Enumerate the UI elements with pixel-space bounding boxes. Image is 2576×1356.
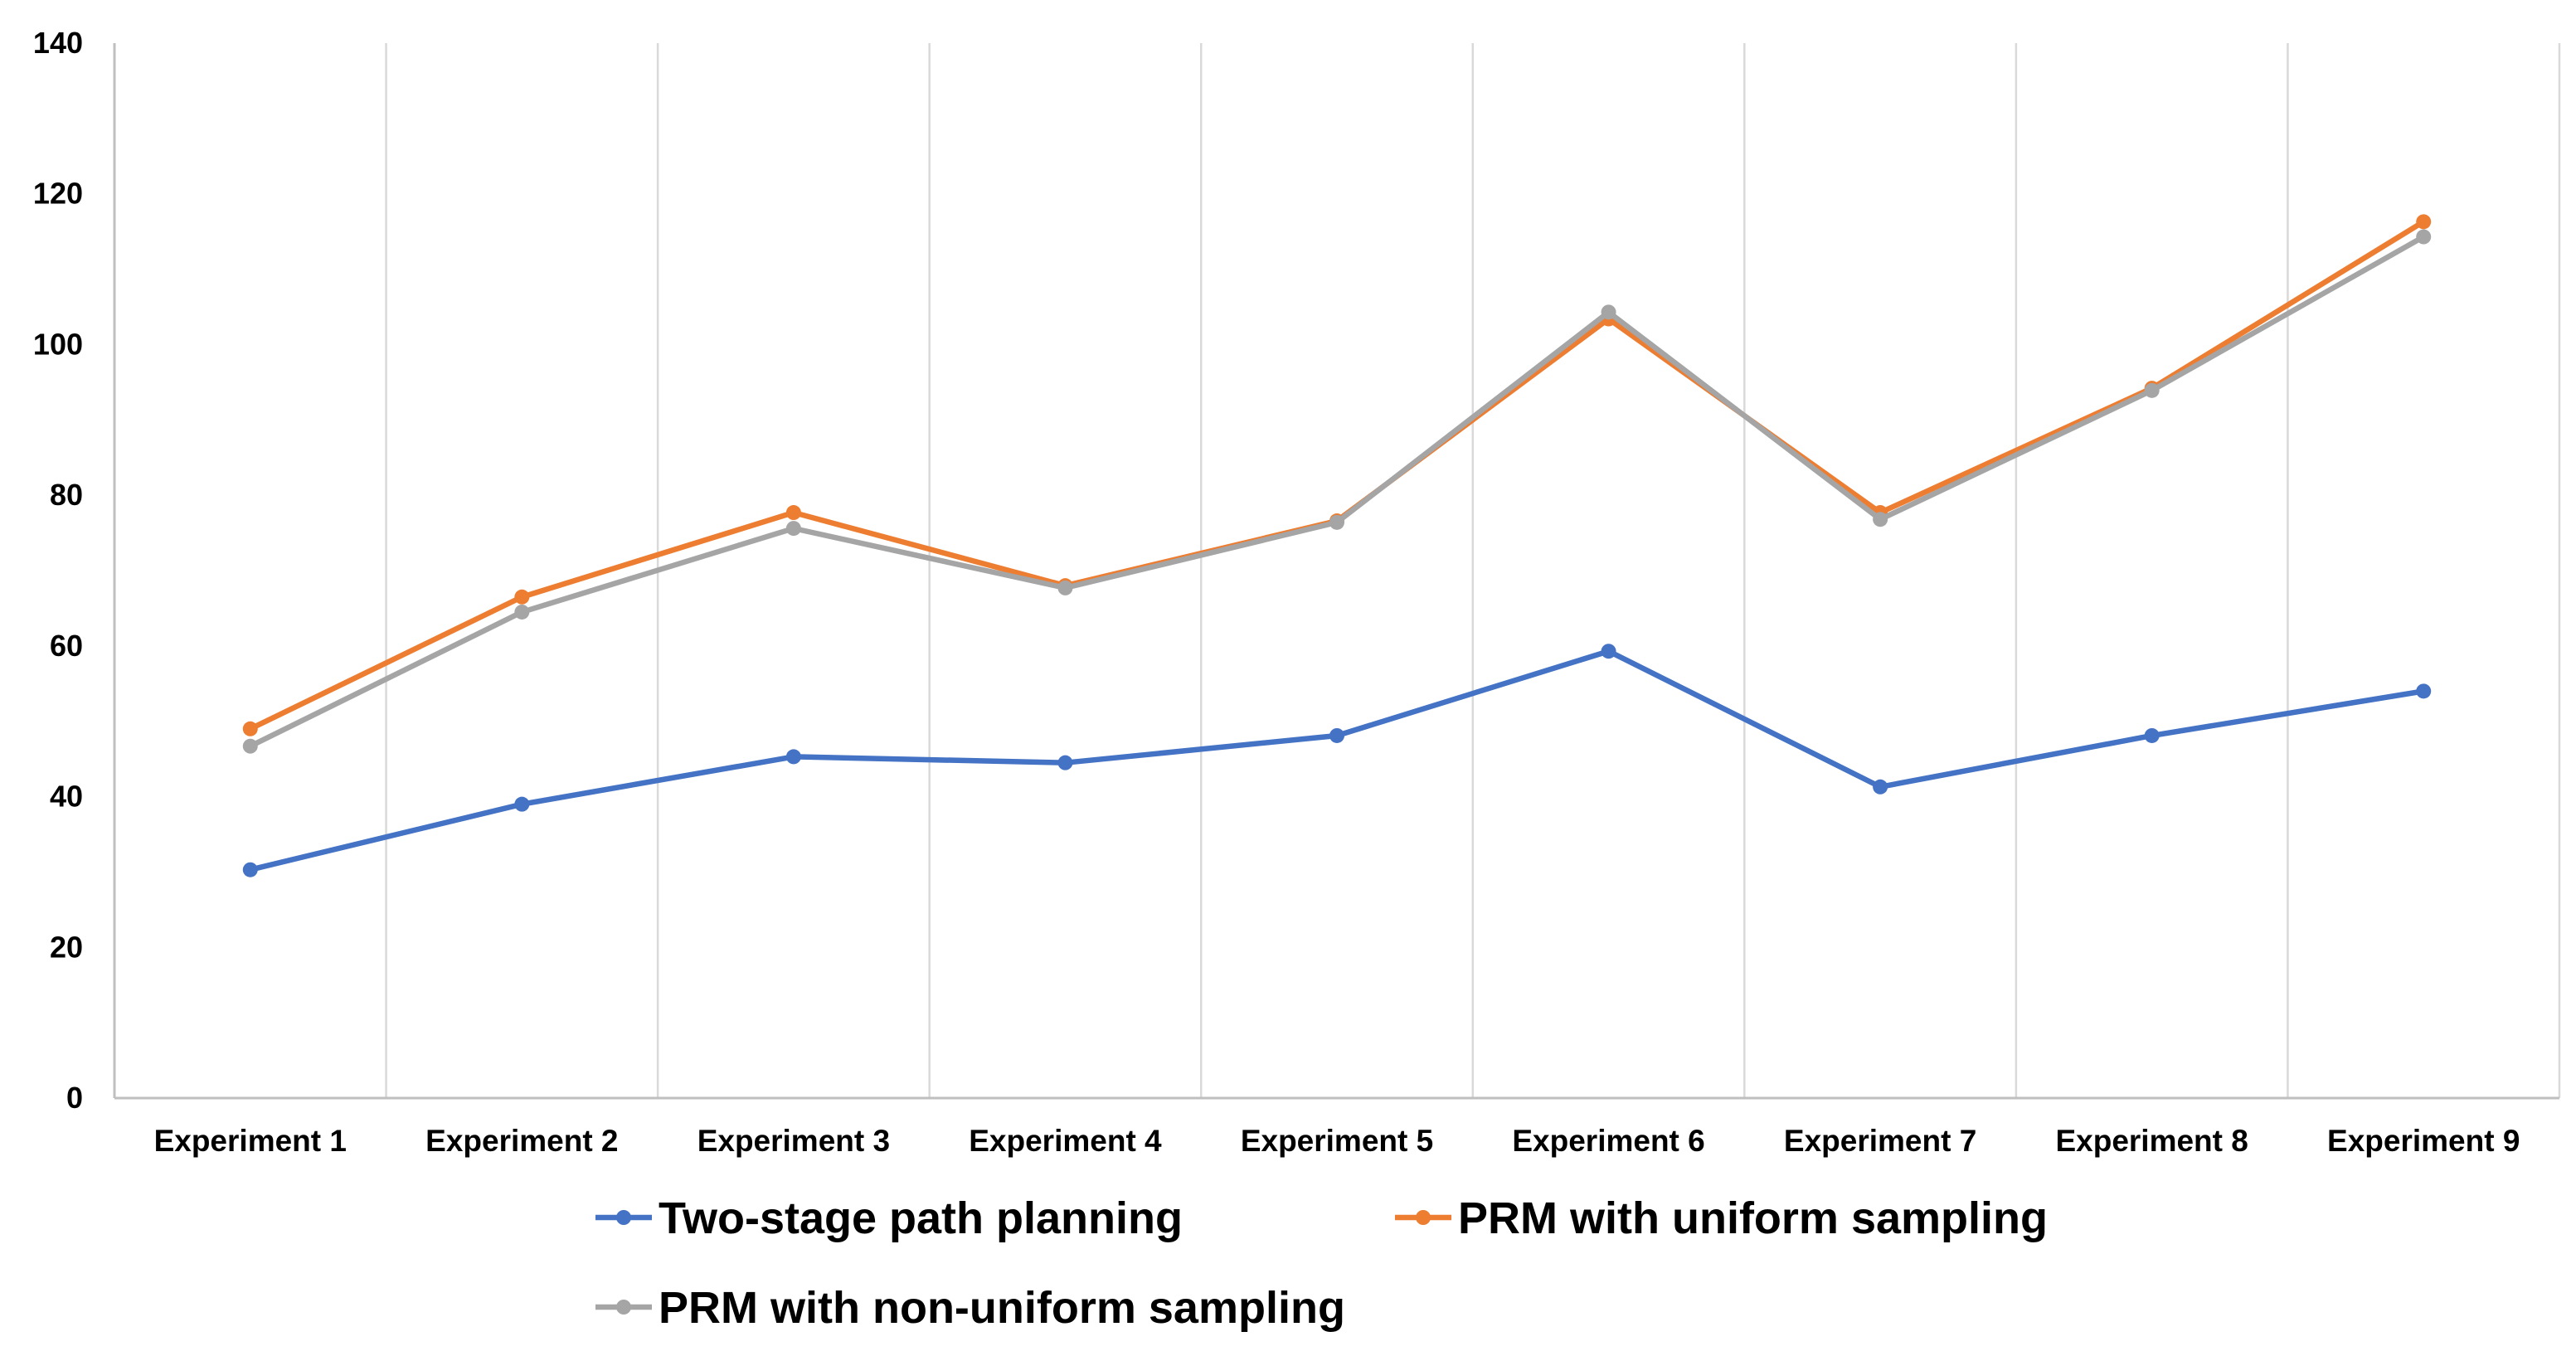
data-point <box>785 505 801 521</box>
x-category-label: Experiment 1 <box>154 1124 347 1158</box>
data-point <box>1601 644 1616 659</box>
x-category-label: Experiment 4 <box>969 1124 1162 1158</box>
data-point <box>2416 229 2432 245</box>
y-tick-label: 60 <box>50 629 83 663</box>
data-point <box>2416 214 2432 230</box>
data-point <box>242 738 258 754</box>
legend-label: Two-stage path planning <box>659 1193 1183 1243</box>
y-tick-label: 80 <box>50 478 83 512</box>
data-point <box>514 604 530 620</box>
grid-lines <box>385 43 2561 1098</box>
legend-item-3: PRM with non-uniform sampling <box>595 1283 1345 1333</box>
data-point <box>514 589 530 605</box>
series-line <box>247 648 2427 872</box>
data-point <box>2416 683 2432 699</box>
data-point <box>1057 580 1073 595</box>
x-category-label: Experiment 5 <box>1241 1124 1433 1158</box>
data-point <box>2144 382 2160 398</box>
data-point <box>1057 755 1073 770</box>
data-point <box>1601 304 1616 320</box>
series-line <box>247 234 2427 749</box>
y-axis-tick-labels: 0 20 40 60 80 100 120 140 <box>33 26 83 1115</box>
y-tick-label: 100 <box>33 327 83 361</box>
data-point <box>785 749 801 765</box>
legend-item-2: PRM with uniform sampling <box>1395 1193 2048 1243</box>
x-category-label: Experiment 2 <box>425 1124 618 1158</box>
y-tick-label: 120 <box>33 177 83 211</box>
data-point <box>1873 512 1888 527</box>
legend-label: PRM with uniform sampling <box>1458 1193 2048 1243</box>
x-axis-category-labels: Experiment 1 Experiment 2 Experiment 3 Expe… <box>154 1124 2520 1158</box>
data-point <box>1873 779 1888 795</box>
x-category-label: Experiment 9 <box>2327 1124 2520 1158</box>
legend-marker <box>1416 1210 1431 1225</box>
data-point <box>785 521 801 537</box>
x-category-label: Experiment 6 <box>1512 1124 1704 1158</box>
series-3 <box>242 229 2432 754</box>
legend-marker <box>616 1300 631 1315</box>
x-category-label: Experiment 8 <box>2055 1124 2248 1158</box>
data-point <box>1329 727 1344 743</box>
series-line <box>247 219 2427 732</box>
data-point <box>2144 727 2160 743</box>
data-point <box>242 721 258 736</box>
y-tick-label: 0 <box>66 1081 83 1115</box>
data-point <box>1329 514 1344 530</box>
series-1 <box>242 644 2432 877</box>
data-point <box>514 796 530 812</box>
axes <box>113 43 2559 1100</box>
x-category-label: Experiment 3 <box>697 1124 890 1158</box>
y-tick-label: 20 <box>50 930 83 964</box>
y-tick-label: 40 <box>50 780 83 814</box>
x-category-label: Experiment 7 <box>1784 1124 1976 1158</box>
legend-marker <box>616 1210 631 1225</box>
legend: Two-stage path planning PRM with uniform … <box>595 1193 2048 1333</box>
legend-label: PRM with non-uniform sampling <box>659 1283 1345 1333</box>
data-series <box>242 214 2432 877</box>
y-tick-label: 140 <box>33 26 83 60</box>
legend-item-1: Two-stage path planning <box>595 1193 1183 1243</box>
data-point <box>242 862 258 877</box>
series-2 <box>242 214 2432 736</box>
